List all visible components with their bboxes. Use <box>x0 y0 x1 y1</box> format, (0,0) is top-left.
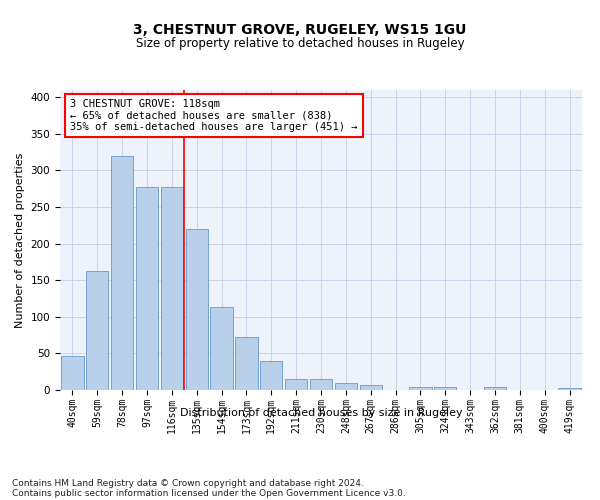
Bar <box>86 270 109 390</box>
Text: Size of property relative to detached houses in Rugeley: Size of property relative to detached ho… <box>136 38 464 51</box>
Bar <box>409 387 431 390</box>
Bar <box>185 229 208 390</box>
Bar <box>211 308 233 390</box>
Text: 3 CHESTNUT GROVE: 118sqm
← 65% of detached houses are smaller (838)
35% of semi-: 3 CHESTNUT GROVE: 118sqm ← 65% of detach… <box>70 99 358 132</box>
Text: Contains HM Land Registry data © Crown copyright and database right 2024.: Contains HM Land Registry data © Crown c… <box>12 478 364 488</box>
Bar <box>285 379 307 390</box>
Bar <box>136 186 158 390</box>
Bar <box>235 338 257 390</box>
Bar <box>310 379 332 390</box>
Bar <box>434 387 457 390</box>
Bar <box>359 385 382 390</box>
Text: Distribution of detached houses by size in Rugeley: Distribution of detached houses by size … <box>179 408 463 418</box>
Text: Contains public sector information licensed under the Open Government Licence v3: Contains public sector information licen… <box>12 488 406 498</box>
Bar <box>559 388 581 390</box>
Text: 3, CHESTNUT GROVE, RUGELEY, WS15 1GU: 3, CHESTNUT GROVE, RUGELEY, WS15 1GU <box>133 22 467 36</box>
Bar <box>161 186 183 390</box>
Bar <box>61 356 83 390</box>
Bar <box>260 362 283 390</box>
Bar <box>484 387 506 390</box>
Bar <box>335 384 357 390</box>
Y-axis label: Number of detached properties: Number of detached properties <box>15 152 25 328</box>
Bar <box>111 156 133 390</box>
